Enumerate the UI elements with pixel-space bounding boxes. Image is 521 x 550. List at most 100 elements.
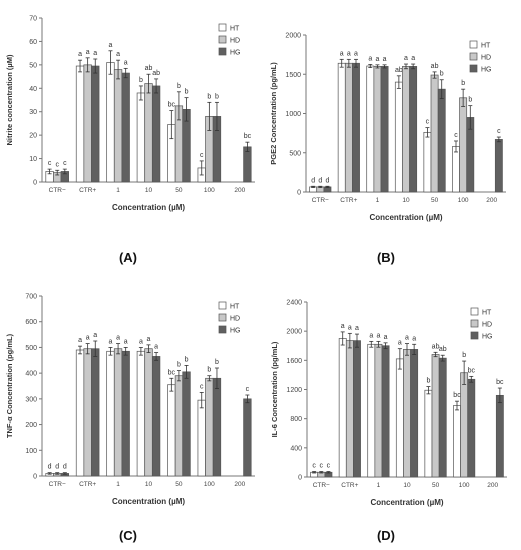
bar-ht [453, 405, 461, 478]
bar-hg [352, 62, 360, 193]
bar-ht [338, 338, 347, 478]
significance-letter: bc [496, 379, 504, 386]
bar-ht [106, 62, 115, 183]
bar-hd [460, 372, 469, 478]
significance-letter: a [348, 324, 352, 331]
x-tick-label: 100 [458, 197, 469, 204]
y-tick-label: 300 [25, 396, 37, 403]
bar-hd [459, 97, 468, 193]
significance-letter: a [86, 335, 90, 342]
y-tick-label: 0 [33, 180, 37, 187]
significance-letter: a [355, 325, 359, 332]
significance-letter: d [325, 177, 329, 184]
significance-letter: ab [439, 346, 447, 353]
x-axis-title: Concentration (µM) [112, 203, 185, 212]
bar-ht [337, 62, 346, 193]
x-tick-label: 50 [175, 481, 183, 488]
bar-hg [495, 394, 504, 478]
bar-ht [75, 349, 85, 477]
y-tick-label: 1500 [285, 72, 301, 79]
significance-letter: b [461, 80, 465, 87]
y-tick-label: 1600 [286, 358, 302, 365]
significance-letter: a [384, 334, 388, 341]
significance-letter: a [411, 55, 415, 62]
x-axis-title: Concentration (µM) [369, 213, 442, 222]
legend-label: HG [481, 67, 492, 74]
bar-hg [438, 357, 447, 478]
bar-hg [121, 72, 130, 183]
legend-label: HT [230, 304, 240, 311]
legend-label: HT [481, 43, 491, 50]
significance-letter: c [312, 463, 316, 470]
legend-label: HT [230, 26, 240, 33]
legend-swatch-hg [218, 47, 227, 56]
bar-hg [212, 377, 222, 477]
bar-hd [113, 348, 123, 477]
significance-letter: a [398, 340, 402, 347]
bar-ht [394, 81, 403, 193]
chart-panel-1: 0 10 20 30 40 50 60 70 Nitrite concentration (µM… [5, 16, 255, 265]
significance-letter: a [412, 335, 416, 342]
legend-label: HD [481, 55, 491, 62]
bar-ht [106, 350, 115, 477]
x-tick-label: 1 [377, 482, 381, 489]
bar-ht [197, 399, 206, 477]
significance-letter: c [497, 128, 501, 135]
legend-swatch-hd [470, 319, 479, 328]
bar-hd [83, 348, 92, 477]
bar-hg [182, 371, 191, 477]
x-tick-label: 200 [487, 482, 498, 489]
significance-letter: a [404, 55, 408, 62]
bar-hd [374, 343, 383, 478]
significance-letter: a [93, 50, 97, 57]
significance-letter: d [48, 464, 52, 471]
bar-hd [430, 74, 439, 193]
bar-hd [373, 66, 382, 193]
significance-letter: c [327, 463, 331, 470]
legend-label: HG [482, 334, 493, 341]
bar-hg [243, 146, 252, 183]
bar-hg [381, 345, 390, 478]
x-tick-label: CTR+ [340, 197, 357, 204]
significance-letter: a [369, 332, 373, 339]
significance-letter: b [185, 89, 189, 96]
y-tick-label: 50 [29, 62, 37, 69]
significance-letter: ab [432, 343, 440, 350]
y-axis-title: Nitrite concentration (µM) [5, 54, 14, 145]
legend-label: HG [230, 328, 241, 335]
bar-ht [423, 131, 432, 193]
significance-letter: ab [152, 70, 160, 77]
x-tick-label: 50 [432, 482, 440, 489]
y-tick-label: 2000 [286, 329, 302, 336]
x-tick-label: CTR− [49, 481, 66, 488]
y-tick-label: 500 [289, 150, 301, 157]
significance-letter: a [340, 50, 344, 57]
panel-label: (C) [119, 528, 137, 543]
bar-hd [205, 377, 214, 477]
bar-hg [410, 349, 419, 478]
bar-hg [353, 340, 361, 478]
significance-letter: b [468, 97, 472, 104]
x-tick-label: 10 [402, 197, 410, 204]
significance-letter: bc [453, 392, 461, 399]
y-tick-label: 2000 [285, 33, 301, 40]
panel-label: (B) [377, 250, 395, 265]
x-tick-label: CTR− [312, 197, 329, 204]
significance-letter: a [376, 332, 380, 339]
y-tick-label: 0 [298, 475, 302, 482]
x-tick-label: CTR− [49, 187, 66, 194]
significance-letter: bc [168, 102, 176, 109]
legend-label: HD [482, 322, 492, 329]
significance-letter: b [215, 359, 219, 366]
x-axis-title: Concentration (µM) [112, 497, 185, 506]
bar-hd [345, 340, 354, 478]
significance-letter: c [320, 463, 324, 470]
significance-letter: a [383, 56, 387, 63]
x-tick-label: 10 [145, 187, 153, 194]
legend-label: HD [230, 38, 240, 45]
significance-letter: bc [168, 369, 176, 376]
significance-letter: d [55, 464, 59, 471]
bar-hg [121, 350, 130, 477]
significance-letter: a [93, 332, 97, 339]
bar-ht [75, 65, 85, 183]
